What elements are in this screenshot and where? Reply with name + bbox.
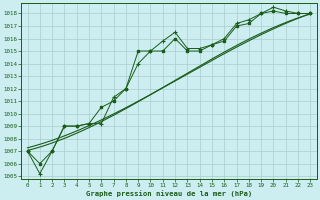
X-axis label: Graphe pression niveau de la mer (hPa): Graphe pression niveau de la mer (hPa) (86, 190, 252, 197)
